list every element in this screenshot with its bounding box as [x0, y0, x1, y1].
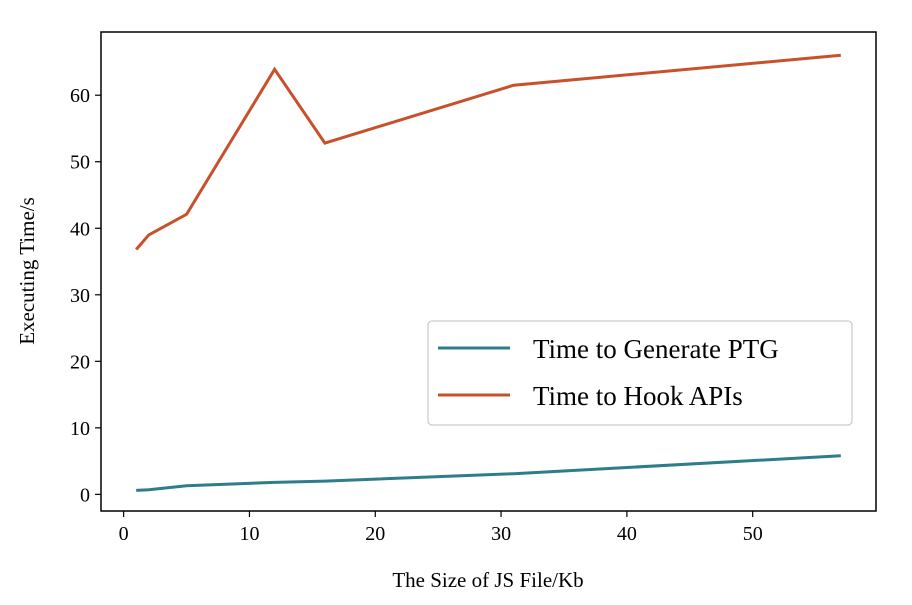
series-line-hook: [135, 53, 841, 251]
plot-frame: [100, 31, 877, 512]
y-tick-label: 30: [70, 285, 90, 307]
y-tick-label: 20: [70, 351, 90, 373]
legend-label-hook: Time to Hook APIs: [533, 381, 743, 411]
plot-area: [135, 53, 841, 492]
x-tick-label: 40: [617, 523, 637, 545]
y-axis: 0 10 20 30 40 50 60: [70, 85, 101, 506]
y-tick-label: 60: [70, 85, 90, 107]
x-axis-label: The Size of JS File/Kb: [392, 568, 583, 592]
y-tick-label: 40: [70, 218, 90, 240]
x-axis: 0 10 20 30 40 50: [119, 511, 763, 545]
y-tick-label: 50: [70, 152, 90, 174]
series-line-ptg: [136, 454, 841, 492]
legend: Time to Generate PTG Time to Hook APIs: [427, 320, 853, 426]
y-axis-label: Executing Time/s: [15, 197, 39, 345]
x-tick-label: 20: [365, 523, 385, 545]
x-tick-label: 0: [119, 523, 129, 545]
y-tick-label: 0: [80, 484, 90, 506]
x-tick-label: 10: [239, 523, 259, 545]
y-tick-label: 10: [70, 418, 90, 440]
x-tick-label: 50: [743, 523, 763, 545]
legend-label-ptg: Time to Generate PTG: [533, 334, 779, 364]
legend-box: [427, 320, 853, 426]
x-tick-label: 30: [491, 523, 511, 545]
